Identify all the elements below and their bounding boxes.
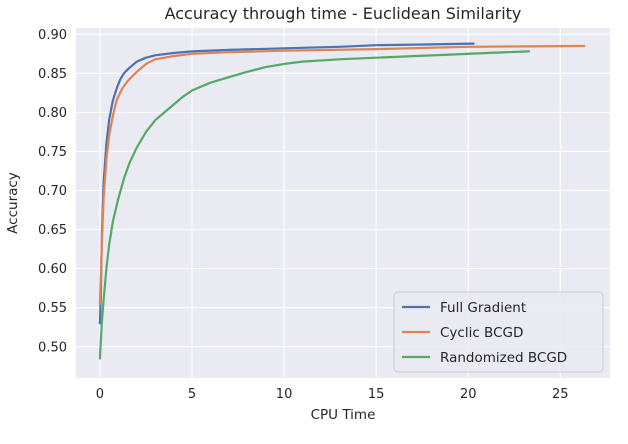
x-tick-label: 25 bbox=[552, 387, 569, 402]
legend-box bbox=[393, 291, 604, 373]
y-tick-label: 0.50 bbox=[38, 340, 67, 355]
series-line-2 bbox=[98, 44, 586, 305]
legend: Full Gradient Cyclic BCGD Randomized BCGD bbox=[393, 291, 604, 373]
x-tick-label: 0 bbox=[96, 387, 104, 402]
y-tick-label: 0.60 bbox=[38, 262, 67, 277]
x-tick-label: 10 bbox=[276, 387, 293, 402]
y-tick-label: 0.75 bbox=[38, 145, 67, 160]
y-tick-label: 0.90 bbox=[38, 28, 67, 43]
y-tick-label: 0.80 bbox=[38, 106, 67, 121]
x-tick-label: 15 bbox=[368, 387, 385, 402]
y-tick-label: 0.85 bbox=[38, 67, 67, 82]
x-tick-label: 5 bbox=[188, 387, 196, 402]
x-tick-label: 20 bbox=[460, 387, 477, 402]
chart-title: Accuracy through time - Euclidean Simila… bbox=[165, 4, 522, 23]
y-axis-title: Accuracy bbox=[5, 172, 21, 234]
grid bbox=[76, 28, 610, 378]
series-line-3 bbox=[98, 50, 531, 360]
y-tick-label: 0.65 bbox=[38, 223, 67, 238]
series-line-1 bbox=[98, 42, 475, 325]
series-lines bbox=[98, 42, 586, 360]
legend-label: Full Gradient bbox=[440, 300, 526, 316]
tick-labels: 0 5 10 15 20 25 0.50 0.55 0.60 0.65 0.70 0.75 0.80 0.… bbox=[38, 28, 569, 402]
y-tick-label: 0.55 bbox=[38, 301, 67, 316]
y-tick-label: 0.70 bbox=[38, 184, 67, 199]
x-axis-title: CPU Time bbox=[311, 407, 376, 423]
legend-label: Cyclic BCGD bbox=[440, 325, 523, 341]
legend-label: Randomized BCGD bbox=[440, 350, 567, 366]
